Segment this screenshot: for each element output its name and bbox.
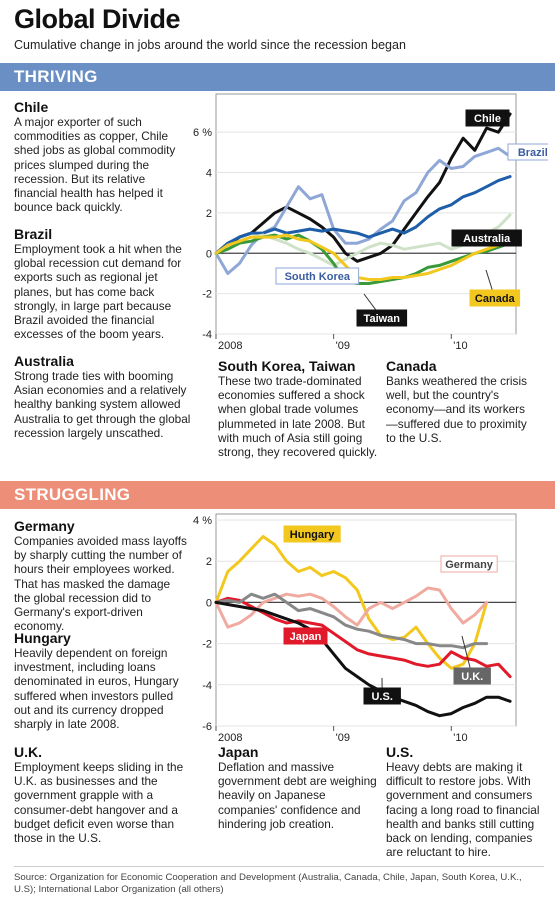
blurb-uk: U.K. Employment keeps sliding in the U.K… [14, 744, 192, 845]
series-line-australia [214, 175, 512, 255]
y-tick-label: 4 % [193, 515, 212, 527]
y-tick-label: 0 [206, 248, 212, 260]
blurb-south-korea-taiwan: South Korea, Taiwan These two trade-domi… [218, 358, 378, 459]
blurb-brazil: Brazil Employment took a hit when the gl… [14, 226, 189, 341]
x-tick-label: '10 [453, 732, 467, 744]
blurb-text: Companies avoided mass layoffs by sharpl… [14, 534, 187, 634]
label-text: Australia [463, 233, 511, 245]
source-note: Source: Organization for Economic Cooper… [14, 872, 522, 895]
y-tick-label: -2 [202, 639, 212, 651]
blurb-text: Heavy debts are making it difficult to r… [386, 760, 540, 860]
blurb-text: Heavily dependent on foreign investment,… [14, 646, 179, 732]
label-text: Chile [474, 113, 501, 125]
blurb-text: Employment keeps sliding in the U.K. as … [14, 760, 184, 846]
blurb-text: A major exporter of such commodities as … [14, 115, 176, 215]
blurb-heading: Australia [14, 353, 74, 369]
blurb-canada: Canada Banks weathered the crisis well, … [386, 358, 536, 445]
blurb-text: Strong trade ties with booming Asian eco… [14, 369, 191, 440]
source-divider [14, 866, 544, 867]
series-line-japan [214, 596, 512, 679]
y-tick-label: -2 [202, 289, 212, 301]
series-label-south-korea: South Korea [275, 267, 360, 285]
y-tick-label: -4 [202, 680, 212, 692]
blurb-heading: Canada [386, 358, 437, 374]
series-label-u-k: U.K. [453, 635, 491, 685]
label-box [356, 309, 408, 327]
label-text: U.S. [371, 691, 392, 703]
series-label-taiwan: Taiwan [356, 293, 408, 327]
y-tick-label: 4 [206, 168, 212, 180]
series-line-germany [214, 586, 489, 629]
series-line-canada [214, 233, 512, 281]
blurb-heading: Brazil [14, 226, 53, 242]
label-box [440, 555, 498, 573]
blurb-japan: Japan Deflation and massive government d… [218, 744, 378, 831]
label-box [453, 667, 491, 685]
label-text: U.K. [461, 671, 483, 683]
x-tick-label: '10 [453, 340, 467, 352]
series-line-u-k [214, 592, 489, 650]
blurb-heading: Germany [14, 518, 75, 534]
label-box [451, 229, 522, 247]
x-tick-label: 2008 [218, 340, 242, 352]
page-subtitle: Cumulative change in jobs around the wor… [14, 38, 406, 52]
blurb-text: Deflation and massive government debt ar… [218, 760, 377, 831]
blurb-heading: Hungary [14, 630, 71, 646]
label-text: Germany [445, 559, 494, 571]
label-box [465, 109, 510, 127]
y-tick-label: 6 % [193, 127, 212, 139]
struggling-section-banner [0, 481, 555, 509]
blurb-heading: Japan [218, 744, 259, 760]
label-text: Canada [475, 293, 516, 305]
series-label-canada: Canada [469, 269, 521, 307]
series-line-hungary [214, 535, 489, 670]
label-text: South Korea [285, 271, 351, 283]
blurb-us: U.S. Heavy debts are making it difficult… [386, 744, 544, 859]
label-text: Japan [290, 631, 322, 643]
series-label-brazil: Brazil [507, 143, 548, 161]
blurb-germany: Germany Companies avoided mass layoffs b… [14, 518, 189, 633]
y-tick-label: -6 [202, 721, 212, 733]
label-text: Brazil [518, 147, 548, 159]
y-tick-label: 0 [206, 597, 212, 609]
label-box [363, 687, 401, 705]
series-label-japan: Japan [283, 627, 328, 645]
series-line-chile [214, 112, 512, 263]
series-label-u-s: U.S. [363, 677, 401, 705]
series-label-hungary: Hungary [283, 525, 341, 543]
blurb-heading: U.K. [14, 744, 42, 760]
label-text: Taiwan [364, 313, 401, 325]
thriving-chart: -4 -2 0 2 4 6 % 2008 '09 '10 Chile Brazil Australia… [193, 93, 548, 352]
y-tick-label: 2 [206, 556, 212, 568]
blurb-australia: Australia Strong trade ties with booming… [14, 353, 194, 440]
blurb-text: Employment took a hit when the global re… [14, 242, 182, 342]
label-box [283, 627, 328, 645]
blurb-text: These two trade-dominated economies suff… [218, 374, 378, 460]
thriving-section-banner [0, 63, 555, 91]
blurb-heading: U.S. [386, 744, 414, 760]
thriving-section-label: THRIVING [14, 67, 98, 86]
blurb-chile: Chile A major exporter of such commoditi… [14, 99, 189, 214]
series-label-australia: Australia [451, 229, 522, 247]
y-tick-label: -4 [202, 329, 212, 341]
blurb-hungary: Hungary Heavily dependent on foreign inv… [14, 630, 189, 731]
label-box [469, 289, 521, 307]
x-tick-label: 2008 [218, 732, 242, 744]
x-tick-label: '09 [336, 732, 350, 744]
x-tick-label: '09 [336, 340, 350, 352]
struggling-section-label: STRUGGLING [14, 485, 131, 504]
label-text: Hungary [290, 529, 336, 541]
blurb-text: Banks weathered the crisis well, but the… [386, 374, 527, 445]
page-title: Global Divide [14, 4, 181, 34]
blurb-heading: South Korea, Taiwan [218, 358, 356, 374]
blurb-heading: Chile [14, 99, 49, 115]
label-box [507, 143, 548, 161]
series-line-u-s [214, 600, 512, 718]
series-label-chile: Chile [465, 109, 510, 127]
label-box [283, 525, 341, 543]
label-box [275, 267, 360, 285]
series-label-germany: Germany [440, 555, 498, 573]
y-tick-label: 2 [206, 208, 212, 220]
struggling-chart: -6 -4 -2 0 2 4 % 2008 '09 '10 Hungary Germany Japan… [193, 513, 517, 744]
